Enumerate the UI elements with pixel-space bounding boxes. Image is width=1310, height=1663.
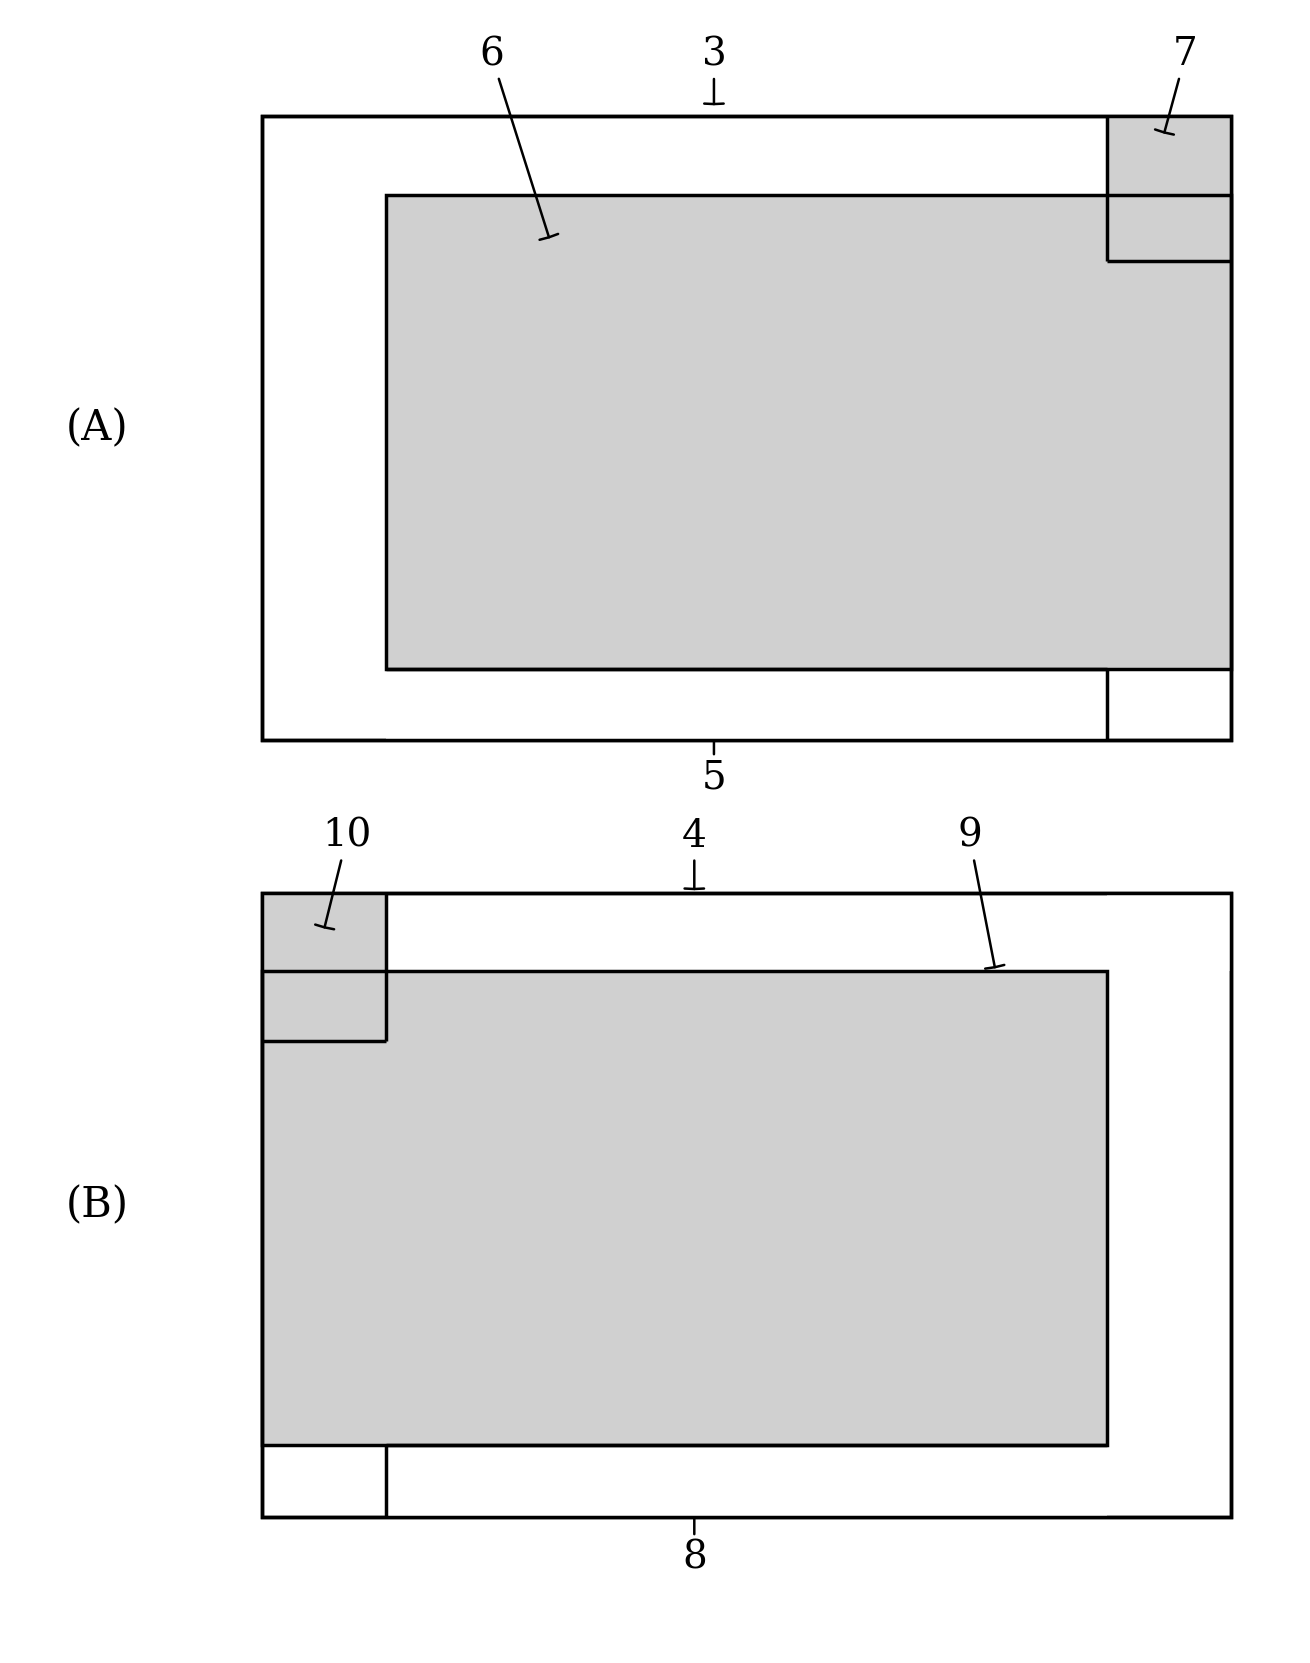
- Text: 5: 5: [702, 669, 726, 797]
- Bar: [262, 893, 386, 1041]
- Text: 9: 9: [958, 818, 1005, 968]
- Text: 7: 7: [1155, 37, 1197, 135]
- Bar: [386, 1445, 1107, 1517]
- Text: (B): (B): [66, 1184, 128, 1226]
- Bar: [262, 971, 1107, 1445]
- Bar: [262, 116, 1231, 740]
- Text: 4: 4: [683, 818, 706, 890]
- Text: 3: 3: [702, 37, 726, 105]
- Bar: [1107, 893, 1231, 971]
- Text: 6: 6: [479, 37, 558, 239]
- Text: 10: 10: [316, 818, 372, 930]
- Bar: [262, 893, 1231, 1517]
- Bar: [386, 195, 1231, 669]
- Bar: [1107, 116, 1231, 261]
- Bar: [262, 116, 1231, 740]
- Text: (A): (A): [66, 407, 128, 449]
- Bar: [262, 971, 1107, 1445]
- Text: 8: 8: [683, 1445, 706, 1577]
- Bar: [386, 195, 1231, 669]
- Bar: [386, 669, 1107, 740]
- Bar: [262, 893, 1231, 1517]
